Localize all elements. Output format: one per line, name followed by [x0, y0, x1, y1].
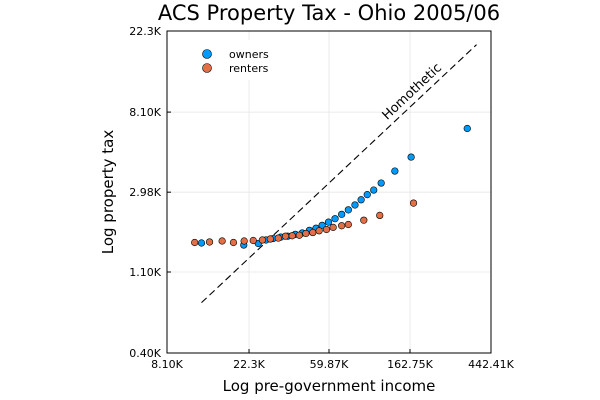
- renters-point: [288, 232, 296, 240]
- renters-point: [229, 238, 238, 247]
- renters-point: [274, 234, 282, 242]
- owners-point: [463, 124, 471, 133]
- renters-point: [360, 216, 368, 224]
- owners-point: [318, 221, 326, 229]
- y-tick-label: 22.3K: [129, 25, 161, 38]
- owners-point: [324, 218, 333, 226]
- renters-point: [218, 237, 226, 245]
- renters-point: [240, 237, 248, 245]
- renters-point: [376, 211, 384, 219]
- renters-point: [295, 231, 303, 239]
- legend-label-owners: owners: [229, 48, 269, 61]
- renters-point: [309, 228, 317, 237]
- y-tick-label: 1.10K: [129, 266, 161, 279]
- legend-label-renters: renters: [229, 62, 269, 75]
- renters-point: [281, 232, 290, 240]
- legend-marker-renters: [202, 63, 212, 73]
- owners-point: [197, 239, 206, 247]
- renters-point: [322, 225, 331, 234]
- data-points: [191, 124, 471, 249]
- renters-point: [266, 235, 274, 243]
- homothetic-label: Homothetic: [380, 61, 445, 124]
- renters-point: [302, 229, 310, 238]
- x-tick-label: 8.10K: [151, 358, 183, 371]
- owners-point: [391, 167, 399, 175]
- homothetic-line: [201, 44, 477, 304]
- owners-point: [351, 201, 359, 209]
- x-tick-label: 22.3K: [233, 358, 265, 371]
- renters-point: [315, 227, 323, 235]
- renters-point: [205, 238, 214, 246]
- renters-point: [344, 220, 352, 229]
- owners-point: [338, 210, 346, 218]
- chart-title: ACS Property Tax - Ohio 2005/06: [158, 1, 500, 25]
- owners-point: [407, 153, 415, 161]
- x-tick-label: 162.75K: [387, 358, 433, 371]
- renters-point: [191, 238, 199, 247]
- owners-point: [344, 206, 352, 214]
- owners-point: [363, 191, 371, 199]
- renters-point: [409, 199, 418, 207]
- y-tick-label: 8.10K: [129, 106, 161, 119]
- y-axis-label: Log property tax: [99, 130, 117, 255]
- legend-box: [183, 40, 288, 80]
- renters-point: [258, 236, 266, 244]
- renters-point: [329, 223, 337, 231]
- owners-point: [357, 196, 365, 204]
- renters-point: [338, 222, 346, 230]
- renters-point: [249, 236, 257, 245]
- y-tick-label: 0.40K: [129, 347, 161, 360]
- owners-point: [377, 179, 385, 187]
- legend-marker-owners: [202, 49, 212, 59]
- owners-point: [370, 186, 378, 194]
- x-axis-label: Log pre-government income: [223, 377, 436, 395]
- x-tick-label: 59.87K: [310, 358, 349, 371]
- axes: 8.10K 22.3K 59.87K 162.75K 442.41K 0.40K 1.10K…: [129, 25, 514, 371]
- y-tick-label: 2.98K: [129, 186, 161, 199]
- owners-point: [331, 215, 339, 223]
- x-tick-label: 442.41K: [468, 358, 514, 371]
